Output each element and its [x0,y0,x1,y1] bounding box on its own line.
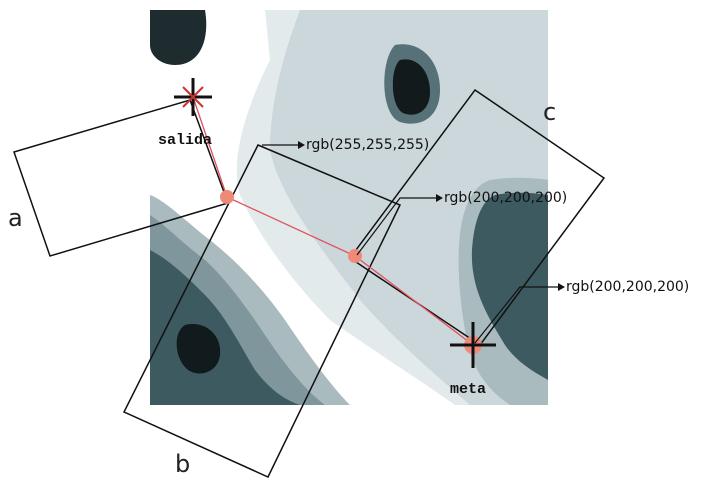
right-dark [471,192,548,380]
waypoint [220,190,234,204]
dark-blob [176,324,221,374]
annotation: rgb(200,200,200) [566,279,689,295]
region-label: c [543,98,556,126]
dark-blob [392,59,430,115]
goal-marker [450,322,496,368]
region-label: a [8,204,23,232]
annotation: rgb(255,255,255) [306,137,429,153]
annotation: rgb(200,200,200) [444,190,567,206]
start-marker [174,78,212,116]
path [192,96,474,346]
leaders [262,144,558,344]
dark-blob [150,10,207,65]
arrowheads [298,141,565,291]
region-label: b [175,450,190,478]
goal-label: meta [450,381,486,398]
start-label: salida [158,132,212,149]
region-b [122,144,402,478]
